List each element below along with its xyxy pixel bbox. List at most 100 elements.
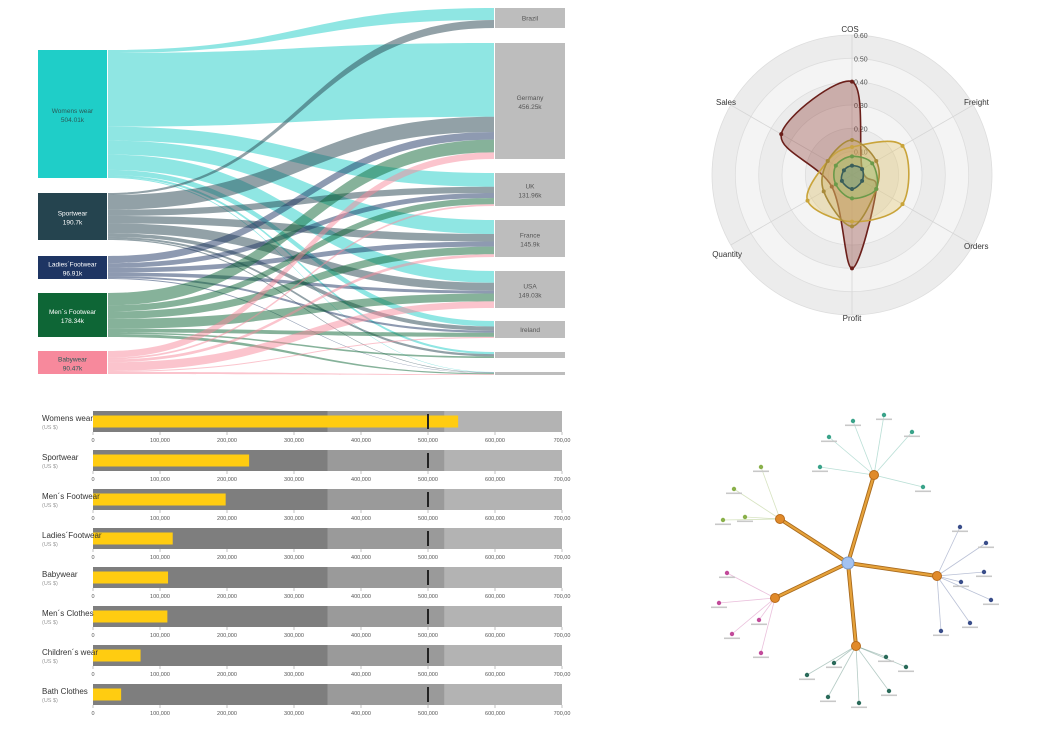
tree-leaf-label bbox=[876, 418, 892, 421]
tree-branch-node bbox=[770, 593, 780, 603]
tree-branch-node bbox=[775, 514, 785, 524]
radar-tick-label: 0.50 bbox=[854, 56, 868, 63]
radar-point bbox=[821, 189, 826, 194]
tree-leaf-node bbox=[981, 569, 987, 575]
bullet-value-bar bbox=[93, 493, 226, 506]
sankey-link bbox=[108, 236, 494, 357]
tree-leaf-link bbox=[760, 466, 781, 520]
sankey-target-node bbox=[495, 372, 565, 375]
sankey-source-value: 504.01k bbox=[61, 117, 85, 124]
radar-axis-label: Freight bbox=[964, 98, 990, 107]
bullet-target-marker bbox=[427, 570, 429, 585]
bullet-target-marker bbox=[427, 453, 429, 468]
tree-leaf-node bbox=[958, 579, 964, 585]
tree-leaf-node bbox=[758, 464, 764, 470]
radar-tick-label: 0.60 bbox=[854, 33, 868, 40]
sankey-link bbox=[108, 139, 494, 306]
bullet-tick-label: 300,000 bbox=[284, 711, 304, 717]
bullet-tick-label: 400,000 bbox=[351, 477, 371, 483]
sankey-source-node bbox=[38, 351, 107, 374]
bullet-target-marker bbox=[427, 531, 429, 546]
radar-spoke bbox=[851, 174, 974, 246]
tree-leaf-label bbox=[904, 435, 920, 438]
bullet-value-bar bbox=[93, 610, 168, 623]
sankey-target-node bbox=[495, 352, 565, 358]
tree-leaf-link bbox=[873, 414, 885, 476]
bullet-tick-label: 300,000 bbox=[284, 594, 304, 600]
bullet-tick-label: 400,000 bbox=[351, 555, 371, 561]
tree-leaf-label bbox=[915, 490, 931, 493]
bullet-tick-label: 200,000 bbox=[217, 594, 237, 600]
radar-point bbox=[825, 159, 830, 163]
tree-leaf-node bbox=[983, 540, 989, 546]
tree-leaf-label bbox=[933, 634, 949, 637]
bullet-chart: Womens wear (US $) 0 100,000 200,000 300,000 4… bbox=[42, 411, 570, 717]
bullet-tick-label: 300,000 bbox=[284, 516, 304, 522]
tree-leaf-label bbox=[751, 623, 767, 626]
bullet-row-unit: (US $) bbox=[42, 581, 58, 587]
sankey-link bbox=[108, 278, 494, 374]
sankey-link bbox=[108, 204, 494, 360]
bullet-row-label: Bath Clothes bbox=[42, 687, 88, 696]
radar-axis-label: Orders bbox=[964, 242, 988, 251]
radar-axis-label: Quantity bbox=[712, 250, 742, 259]
bullet-row-label: Children´s wear bbox=[42, 648, 98, 657]
tree-branch-link-inner bbox=[774, 562, 849, 599]
bullet-range-band bbox=[327, 645, 445, 666]
bullet-tick-label: 600,000 bbox=[485, 555, 505, 561]
tree-leaf-label bbox=[881, 694, 897, 697]
sankey-link bbox=[108, 152, 494, 358]
sankey-target-node bbox=[495, 8, 565, 28]
tree-leaf-label bbox=[711, 606, 727, 609]
tree-leaf-label bbox=[719, 576, 735, 579]
sankey-link bbox=[108, 254, 494, 363]
bullet-tick-label: 200,000 bbox=[217, 633, 237, 639]
radar-axis-label: Sales bbox=[716, 98, 736, 107]
tree-leaf-link bbox=[722, 518, 781, 521]
bullet-target-marker bbox=[427, 492, 429, 507]
bullet-tick-label: 400,000 bbox=[351, 672, 371, 678]
radar-point bbox=[850, 163, 854, 168]
bullet-range-band bbox=[444, 567, 562, 588]
bullet-row-label: Sportwear bbox=[42, 453, 79, 462]
radar-point bbox=[874, 187, 879, 191]
bullet-value-bar bbox=[93, 571, 169, 584]
tree-leaf-link bbox=[827, 645, 857, 698]
tree-leaf-link bbox=[936, 575, 942, 632]
bullet-tick-label: 300,000 bbox=[284, 633, 304, 639]
sankey-target-value: 145.9k bbox=[520, 242, 540, 249]
sankey-target-node bbox=[495, 271, 565, 308]
tree-leaf-label bbox=[826, 666, 842, 669]
tree-leaf-label bbox=[821, 440, 837, 443]
sankey-link bbox=[108, 238, 494, 373]
bullet-row-label: Men´s Footwear bbox=[42, 492, 100, 501]
bullet-value-bar bbox=[93, 415, 459, 428]
tree-leaf-label bbox=[952, 530, 968, 533]
bullet-row-label: Babywear bbox=[42, 570, 78, 579]
sankey-source-value: 178.34k bbox=[61, 318, 85, 325]
bullet-tick-label: 0 bbox=[91, 711, 94, 717]
tree-leaf-link bbox=[936, 542, 987, 577]
tree-leaf-label bbox=[753, 470, 769, 473]
sankey-source-value: 90.47k bbox=[63, 366, 83, 373]
tree-leaf-label bbox=[845, 424, 861, 427]
tree-branch-node bbox=[851, 641, 861, 651]
tree-leaf-label bbox=[753, 656, 769, 659]
sankey-link bbox=[108, 140, 494, 234]
bullet-tick-label: 700,00 bbox=[554, 633, 571, 639]
radar-chart: 0.100.200.300.400.500.60COSFreightOrders… bbox=[711, 25, 993, 323]
tree-leaf-link bbox=[936, 571, 985, 577]
tree-leaf-label bbox=[799, 678, 815, 681]
bullet-tick-label: 200,000 bbox=[217, 516, 237, 522]
sankey-link bbox=[108, 176, 494, 373]
tree-leaf-label bbox=[851, 706, 867, 709]
tree-leaf-label bbox=[898, 670, 914, 673]
bullet-tick-label: 0 bbox=[91, 516, 94, 522]
sankey-link bbox=[108, 174, 494, 355]
bullet-target-marker bbox=[427, 687, 429, 702]
radar-point bbox=[829, 184, 834, 189]
sankey-target-label: UK bbox=[525, 184, 535, 191]
tree-leaf-node bbox=[856, 700, 862, 706]
tree-leaf-label bbox=[715, 523, 731, 526]
